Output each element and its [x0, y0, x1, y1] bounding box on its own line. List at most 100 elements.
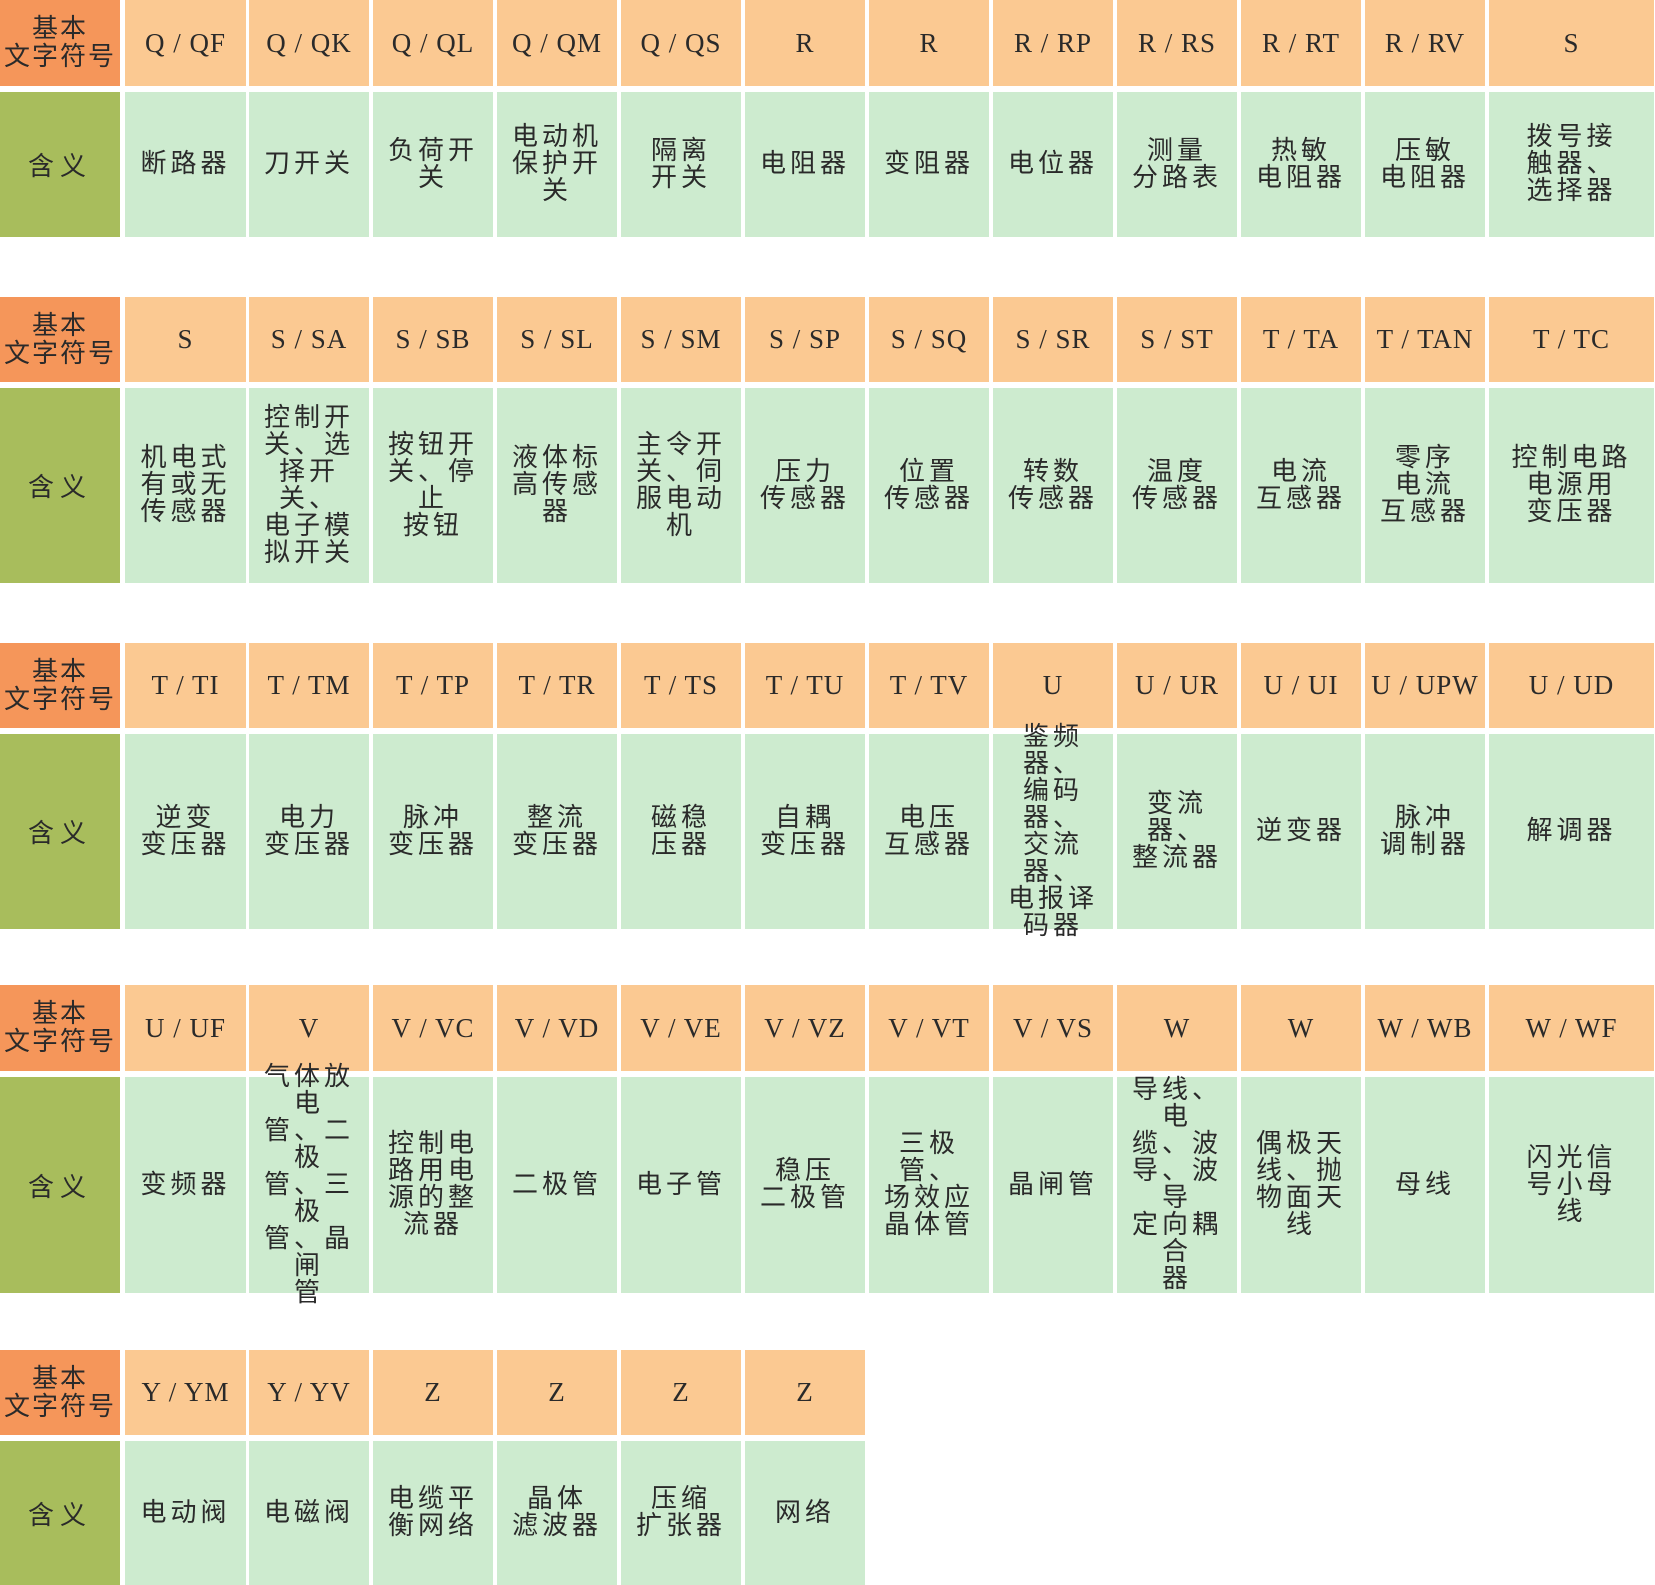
meaning-header-label: 含义: [0, 388, 120, 583]
symbol-code-cell: T / TAN: [1365, 297, 1485, 382]
symbol-code-cell: V / VZ: [745, 985, 865, 1071]
symbol-meaning-cell: 晶体 滤波器: [497, 1441, 617, 1585]
symbol-meaning-cell: 电子管: [621, 1077, 741, 1293]
symbol-code-cell: U / UI: [1241, 643, 1361, 728]
symbol-code-cell: R / RV: [1365, 0, 1485, 86]
symbol-code-cell: V: [249, 985, 369, 1071]
symbol-meaning-cell: 主令开 关、伺 服电动机: [621, 388, 741, 583]
symbol-code-cell: Z: [745, 1350, 865, 1435]
symbol-meaning-cell: 电阻器: [745, 92, 865, 237]
symbol-meaning-cell: 机电式 有或无 传感器: [125, 388, 246, 583]
symbol-code-cell: Y / YV: [249, 1350, 369, 1435]
symbol-meaning-cell: 隔离 开关: [621, 92, 741, 237]
symbol-meaning-cell: 解调器: [1489, 734, 1654, 929]
symbol-code-cell: S: [125, 297, 246, 382]
symbol-meaning-cell: 变流器、 整流器: [1117, 734, 1237, 929]
symbol-code-cell: R / RP: [993, 0, 1113, 86]
symbol-code-cell: R / RS: [1117, 0, 1237, 86]
symbol-meaning-cell: 电缆平 衡网络: [373, 1441, 493, 1585]
symbol-code-cell: S / SR: [993, 297, 1113, 382]
meaning-header-label: 含义: [0, 92, 120, 237]
code-header-label: 基本 文字符号: [0, 0, 120, 86]
symbol-code-cell: W / WB: [1365, 985, 1485, 1071]
symbol-code-cell: U: [993, 643, 1113, 728]
code-header-label: 基本 文字符号: [0, 1350, 120, 1435]
symbol-meaning-cell: 热敏 电阻器: [1241, 92, 1361, 237]
symbol-code-cell: S / SM: [621, 297, 741, 382]
symbol-meaning-cell: 电磁阀: [249, 1441, 369, 1585]
symbol-meaning-cell: 二极管: [497, 1077, 617, 1293]
symbol-meaning-cell: 稳压 二极管: [745, 1077, 865, 1293]
symbol-meaning-cell: 控制开 关、选 择开关、 电子模 拟开关: [249, 388, 369, 583]
symbol-code-cell: T / TU: [745, 643, 865, 728]
symbol-code-cell: Z: [621, 1350, 741, 1435]
symbol-code-cell: V / VD: [497, 985, 617, 1071]
symbol-code-cell: U / UR: [1117, 643, 1237, 728]
symbol-meaning-cell: 气体放电 管、二极 管、三极 管、晶闸管: [249, 1063, 369, 1306]
symbol-code-cell: S: [1489, 0, 1654, 86]
symbol-meaning-cell: 控制电路 电源用 变压器: [1489, 388, 1654, 583]
symbol-meaning-cell: 变频器: [125, 1077, 246, 1293]
symbol-code-cell: T / TP: [373, 643, 493, 728]
symbol-meaning-cell: 母线: [1365, 1077, 1485, 1293]
symbol-code-cell: S / SB: [373, 297, 493, 382]
symbol-code-cell: U / UF: [125, 985, 246, 1071]
symbol-code-cell: T / TC: [1489, 297, 1654, 382]
symbol-meaning-cell: 电压 互感器: [869, 734, 989, 929]
symbol-meaning-cell: 自耦 变压器: [745, 734, 865, 929]
symbol-code-cell: S / ST: [1117, 297, 1237, 382]
symbol-meaning-cell: 导线、电 缆、波 导、波导 定向耦合器: [1117, 1077, 1237, 1293]
symbol-code-cell: T / TA: [1241, 297, 1361, 382]
symbol-meaning-cell: 转数 传感器: [993, 388, 1113, 583]
symbol-code-cell: S / SP: [745, 297, 865, 382]
code-header-label: 基本 文字符号: [0, 643, 120, 728]
symbol-meaning-cell: 鉴频器、 编码器、 交流器、 电报译 码器: [993, 723, 1113, 939]
symbol-meaning-cell: 整流 变压器: [497, 734, 617, 929]
symbol-meaning-cell: 测量 分路表: [1117, 92, 1237, 237]
symbol-code-cell: V / VS: [993, 985, 1113, 1071]
symbol-meaning-cell: 磁稳 压器: [621, 734, 741, 929]
symbol-code-cell: W / WF: [1489, 985, 1654, 1071]
symbol-meaning-cell: 逆变 变压器: [125, 734, 246, 929]
symbol-meaning-cell: 晶闸管: [993, 1077, 1113, 1293]
symbol-code-cell: T / TV: [869, 643, 989, 728]
symbol-meaning-cell: 网络: [745, 1441, 865, 1585]
symbol-code-cell: R / RT: [1241, 0, 1361, 86]
symbol-code-cell: T / TI: [125, 643, 246, 728]
symbol-code-cell: T / TM: [249, 643, 369, 728]
meaning-header-label: 含义: [0, 1077, 120, 1293]
symbol-meaning-cell: 脉冲 变压器: [373, 734, 493, 929]
symbol-meaning-cell: 拨号接 触器、 选择器: [1489, 92, 1654, 237]
symbol-meaning-cell: 逆变器: [1241, 734, 1361, 929]
symbol-meaning-cell: 零序 电流 互感器: [1365, 388, 1485, 583]
symbol-meaning-cell: 控制电 路用电 源的整 流器: [373, 1077, 493, 1293]
symbol-meaning-cell: 压敏 电阻器: [1365, 92, 1485, 237]
symbol-meaning-cell: 刀开关: [249, 92, 369, 237]
symbol-meaning-cell: 电流 互感器: [1241, 388, 1361, 583]
symbol-meaning-cell: 电力 变压器: [249, 734, 369, 929]
symbol-code-cell: S / SL: [497, 297, 617, 382]
symbol-code-cell: V / VC: [373, 985, 493, 1071]
symbol-meaning-cell: 负荷开关: [373, 92, 493, 237]
symbol-code-cell: R: [745, 0, 865, 86]
meaning-header-label: 含义: [0, 734, 120, 929]
symbol-meaning-cell: 断路器: [125, 92, 246, 237]
symbol-meaning-cell: 压缩 扩张器: [621, 1441, 741, 1585]
symbol-meaning-cell: 脉冲 调制器: [1365, 734, 1485, 929]
symbol-code-cell: W: [1241, 985, 1361, 1071]
symbol-code-cell: Q / QS: [621, 0, 741, 86]
code-header-label: 基本 文字符号: [0, 297, 120, 382]
symbol-meaning-cell: 位置 传感器: [869, 388, 989, 583]
symbol-code-cell: Q / QK: [249, 0, 369, 86]
symbol-code-cell: V / VE: [621, 985, 741, 1071]
symbol-meaning-cell: 电动机保护开关: [497, 92, 617, 237]
symbol-code-cell: T / TS: [621, 643, 741, 728]
symbol-meaning-cell: 电动阀: [125, 1441, 246, 1585]
symbol-code-cell: U / UD: [1489, 643, 1654, 728]
symbol-code-cell: Q / QL: [373, 0, 493, 86]
symbol-meaning-cell: 液体标 高传感器: [497, 388, 617, 583]
symbol-meaning-cell: 电位器: [993, 92, 1113, 237]
symbol-code-cell: Z: [497, 1350, 617, 1435]
symbol-code-cell: Q / QM: [497, 0, 617, 86]
symbol-meaning-cell: 闪光信 号小母线: [1489, 1077, 1654, 1293]
